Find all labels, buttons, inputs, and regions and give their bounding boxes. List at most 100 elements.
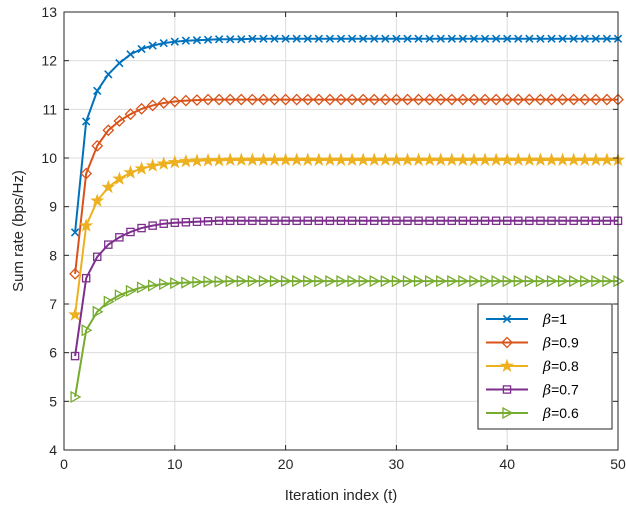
data-point xyxy=(167,154,182,169)
data-point xyxy=(434,93,447,106)
data-point xyxy=(469,34,479,43)
data-point xyxy=(281,34,290,43)
data-point xyxy=(546,275,558,288)
data-point xyxy=(602,216,612,226)
data-point xyxy=(357,93,370,106)
data-point xyxy=(547,34,556,43)
data-point xyxy=(325,216,335,226)
data-point xyxy=(589,93,602,106)
y-tick-label: 13 xyxy=(41,4,57,20)
data-point xyxy=(513,275,525,288)
data-point xyxy=(170,276,182,290)
data-point xyxy=(146,99,159,112)
legend-entry: β=0.9 xyxy=(486,335,579,352)
x-tick-label: 30 xyxy=(389,456,405,472)
data-point xyxy=(147,279,159,292)
legend-marker xyxy=(502,385,512,394)
data-point xyxy=(458,34,468,43)
x-tick-label: 50 xyxy=(610,456,626,472)
data-point xyxy=(148,41,157,50)
data-point xyxy=(480,34,490,43)
data-point xyxy=(181,36,191,45)
data-point xyxy=(424,275,436,288)
series-2 xyxy=(69,93,624,280)
data-point xyxy=(447,275,459,288)
data-point xyxy=(456,93,469,106)
y-tick-label: 4 xyxy=(49,442,57,458)
data-point xyxy=(124,108,137,121)
y-tick-label: 8 xyxy=(49,247,57,263)
legend-symbol: β xyxy=(542,336,551,352)
data-point xyxy=(558,216,567,226)
data-point xyxy=(170,37,179,46)
legend-label: β=0.7 xyxy=(542,382,579,399)
data-point xyxy=(403,216,412,226)
data-point xyxy=(535,275,547,288)
legend-symbol: β xyxy=(542,406,551,422)
data-point xyxy=(181,276,193,289)
data-point xyxy=(202,93,214,106)
data-point xyxy=(413,275,425,288)
x-tick-label: 10 xyxy=(167,456,183,472)
legend-entry: β=0.6 xyxy=(486,405,579,422)
data-point xyxy=(303,34,312,43)
data-point xyxy=(346,93,358,106)
data-point xyxy=(602,275,614,288)
legend: β=1β=0.9β=0.8β=0.7β=0.6 xyxy=(477,303,613,430)
data-point xyxy=(580,216,590,226)
data-point xyxy=(447,34,456,43)
data-point xyxy=(458,275,470,288)
data-point xyxy=(168,95,181,108)
legend-symbol: β xyxy=(542,383,551,399)
data-point xyxy=(325,275,337,288)
data-point xyxy=(157,97,170,109)
data-point xyxy=(101,179,116,194)
data-point xyxy=(312,93,325,106)
data-point xyxy=(237,35,246,44)
data-point xyxy=(203,217,213,226)
data-point xyxy=(69,267,81,280)
data-point xyxy=(179,94,192,107)
data-point xyxy=(392,216,401,226)
data-point xyxy=(248,34,257,43)
data-point xyxy=(336,275,348,288)
data-point xyxy=(269,275,281,288)
data-point xyxy=(70,351,80,361)
data-point xyxy=(203,35,213,44)
data-point xyxy=(370,34,379,43)
data-point xyxy=(290,93,303,106)
data-point xyxy=(525,34,534,43)
data-point xyxy=(545,93,558,106)
data-point xyxy=(336,34,346,43)
x-axis-label: Iteration index (t) xyxy=(285,487,398,504)
data-point xyxy=(292,216,301,226)
data-point xyxy=(225,275,237,288)
data-point xyxy=(81,117,91,126)
data-point xyxy=(214,35,224,44)
data-point xyxy=(567,93,580,106)
data-point xyxy=(324,93,336,106)
x-tick-label: 20 xyxy=(278,456,294,472)
y-tick-label: 9 xyxy=(49,199,57,215)
legend-symbol: β xyxy=(542,312,551,328)
data-point xyxy=(335,93,347,106)
data-point xyxy=(113,115,126,127)
legend-label: β=0.9 xyxy=(542,335,579,352)
legend-marker xyxy=(499,358,515,372)
legend-value: =0.7 xyxy=(551,382,579,398)
legend-value: =0.8 xyxy=(551,358,579,374)
legend-label: β=0.8 xyxy=(542,358,579,375)
data-point xyxy=(270,34,279,43)
data-point xyxy=(115,233,124,242)
data-point xyxy=(580,34,589,43)
data-point xyxy=(503,34,512,43)
data-point xyxy=(602,34,612,43)
data-point xyxy=(212,153,227,167)
data-point xyxy=(369,216,379,226)
data-point xyxy=(469,216,479,226)
legend-value: =1 xyxy=(551,311,567,327)
data-point xyxy=(114,289,126,302)
data-point xyxy=(248,216,257,226)
series-line xyxy=(74,219,618,357)
data-point xyxy=(115,58,124,68)
